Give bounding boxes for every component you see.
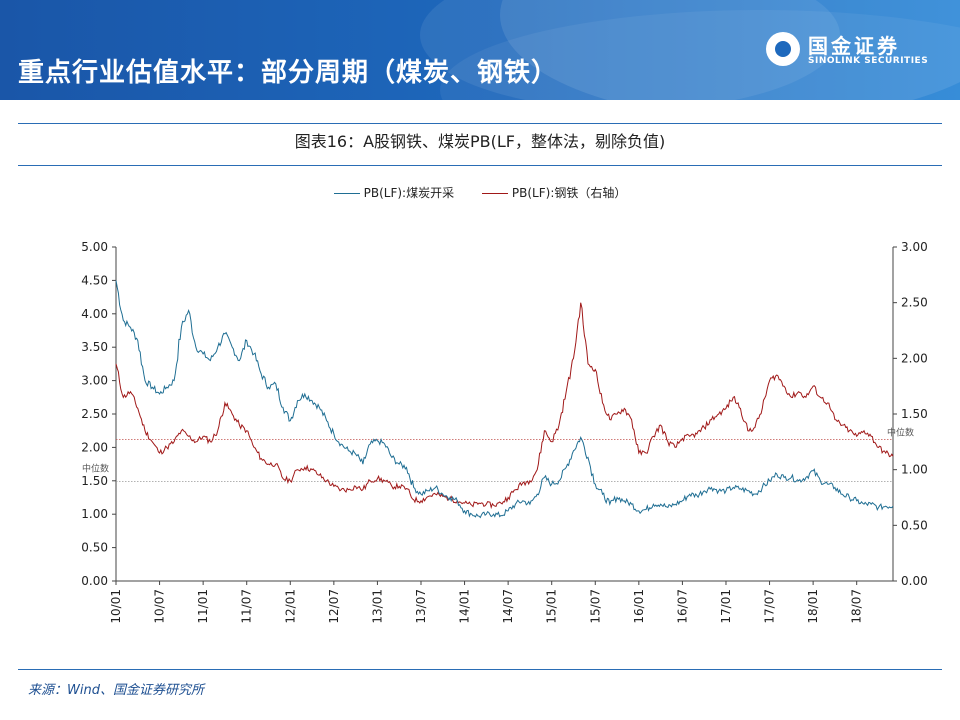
x-tick-label: 10/07 (153, 589, 167, 624)
x-tick-label: 16/01 (632, 589, 646, 624)
y-right-tick-label: 1.50 (901, 407, 928, 421)
x-tick-label: 17/01 (719, 589, 733, 624)
legend-label-steel: PB(LF):钢铁（右轴） (511, 186, 627, 200)
banner-decoration (500, 0, 960, 100)
y-left-tick-label: 4.50 (81, 273, 108, 287)
y-left-tick-label: 5.00 (81, 240, 108, 254)
x-tick-label: 11/07 (240, 589, 254, 624)
x-tick-label: 15/07 (588, 589, 602, 624)
x-tick-label: 15/01 (545, 589, 559, 624)
y-left-tick-label: 1.00 (81, 507, 108, 521)
legend-item-steel: PB(LF):钢铁（右轴） (481, 184, 627, 201)
x-tick-label: 13/07 (414, 589, 428, 624)
legend-item-coal: PB(LF):煤炭开采 (333, 184, 455, 201)
y-right-tick-label: 3.00 (901, 240, 928, 254)
y-left-tick-label: 0.50 (81, 541, 108, 555)
header-banner: 重点行业估值水平：部分周期（煤炭、钢铁） 国金证券 SINOLINK SECUR… (0, 0, 960, 100)
y-right-tick-label: 2.00 (901, 351, 928, 365)
x-tick-label: 14/01 (458, 589, 472, 624)
y-left-tick-label: 1.50 (81, 474, 108, 488)
y-left-tick-label: 0.00 (81, 574, 108, 588)
x-tick-label: 14/07 (501, 589, 515, 624)
y-right-tick-label: 1.00 (901, 463, 928, 477)
series-line-coal (115, 280, 894, 519)
logo-mark-icon (766, 32, 800, 66)
y-right-tick-label: 2.50 (901, 296, 928, 310)
x-tick-label: 11/01 (196, 589, 210, 624)
footer-rule (18, 669, 942, 670)
y-right-tick-label: 0.00 (901, 574, 928, 588)
x-tick-label: 17/07 (763, 589, 777, 624)
legend-label-coal: PB(LF):煤炭开采 (363, 186, 455, 200)
title-rule-top (18, 123, 942, 124)
x-tick-label: 10/01 (109, 589, 123, 624)
series-line-steel (115, 302, 894, 510)
y-left-tick-label: 2.50 (81, 407, 108, 421)
title-rule-bottom (18, 165, 942, 166)
x-tick-label: 18/01 (806, 589, 820, 624)
y-left-tick-label: 2.00 (81, 440, 108, 454)
y-right-tick-label: 0.50 (901, 518, 928, 532)
x-tick-label: 13/01 (370, 589, 384, 624)
logo-name-cn: 国金证券 (808, 34, 900, 58)
page-title: 重点行业估值水平：部分周期（煤炭、钢铁） (18, 58, 559, 88)
y-left-tick-label: 3.00 (81, 374, 108, 388)
source-note: 来源：Wind、国金证券研究所 (28, 683, 204, 698)
chart-legend: PB(LF):煤炭开采 PB(LF):钢铁（右轴） (0, 184, 960, 201)
y-left-tick-label: 3.50 (81, 340, 108, 354)
x-tick-label: 12/07 (327, 589, 341, 624)
median-label-coal: 中位数 (82, 462, 109, 474)
legend-swatch-coal (333, 193, 360, 194)
x-tick-label: 12/01 (283, 589, 297, 624)
logo-name-en: SINOLINK SECURITIES (808, 56, 929, 66)
legend-swatch-steel (481, 193, 508, 194)
x-tick-label: 18/07 (850, 589, 864, 624)
chart-title: 图表16：A股钢铁、煤炭PB(LF，整体法，剔除负值) (294, 132, 666, 151)
median-label-steel: 中位数 (887, 427, 914, 439)
y-left-tick-label: 4.00 (81, 307, 108, 321)
x-tick-label: 16/07 (675, 589, 689, 624)
company-logo: 国金证券 SINOLINK SECURITIES (766, 28, 946, 74)
